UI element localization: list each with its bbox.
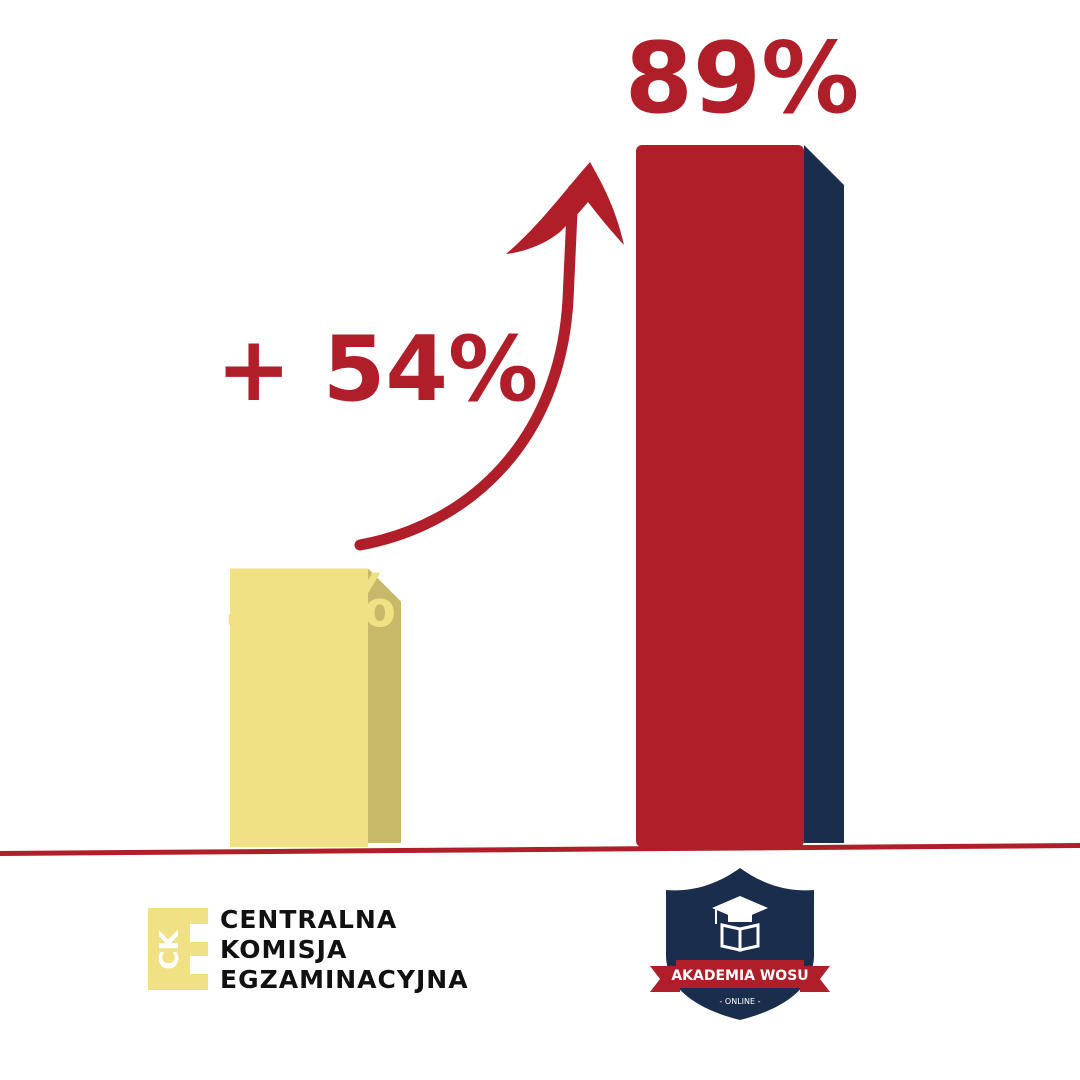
graduation-cap-icon [712, 896, 768, 924]
value-label-35: 35% [224, 559, 396, 643]
cke-logo: CK CENTRALNA KOMISJA EGZAMINACYJNA [148, 905, 469, 994]
value-label-89: 89% [625, 22, 860, 136]
akademia-wosu-name: AKADEMIA WOSU [671, 968, 808, 984]
cke-line-1: CENTRALNA [220, 905, 397, 934]
akademia-wosu-logo: AKADEMIA WOSU - ONLINE - [650, 868, 830, 1020]
growth-arrow-icon [354, 162, 624, 551]
ribbon-banner [676, 960, 804, 988]
bar-1 [636, 145, 804, 847]
cke-line-2: KOMISJA [220, 935, 347, 964]
bar-0 [230, 568, 368, 847]
bar-side-1 [804, 145, 844, 843]
cke-logo-mark [148, 908, 208, 990]
book-icon [720, 923, 760, 952]
cke-line-3: EGZAMINACYJNA [220, 965, 469, 994]
baseline [0, 843, 1080, 856]
bar-side-0 [368, 568, 401, 843]
akademia-wosu-tagline: - ONLINE - [720, 997, 761, 1006]
cke-logo-mark-text: CK [155, 930, 185, 970]
bars-layer [230, 145, 844, 847]
growth-annotation: + 54% [216, 317, 538, 422]
